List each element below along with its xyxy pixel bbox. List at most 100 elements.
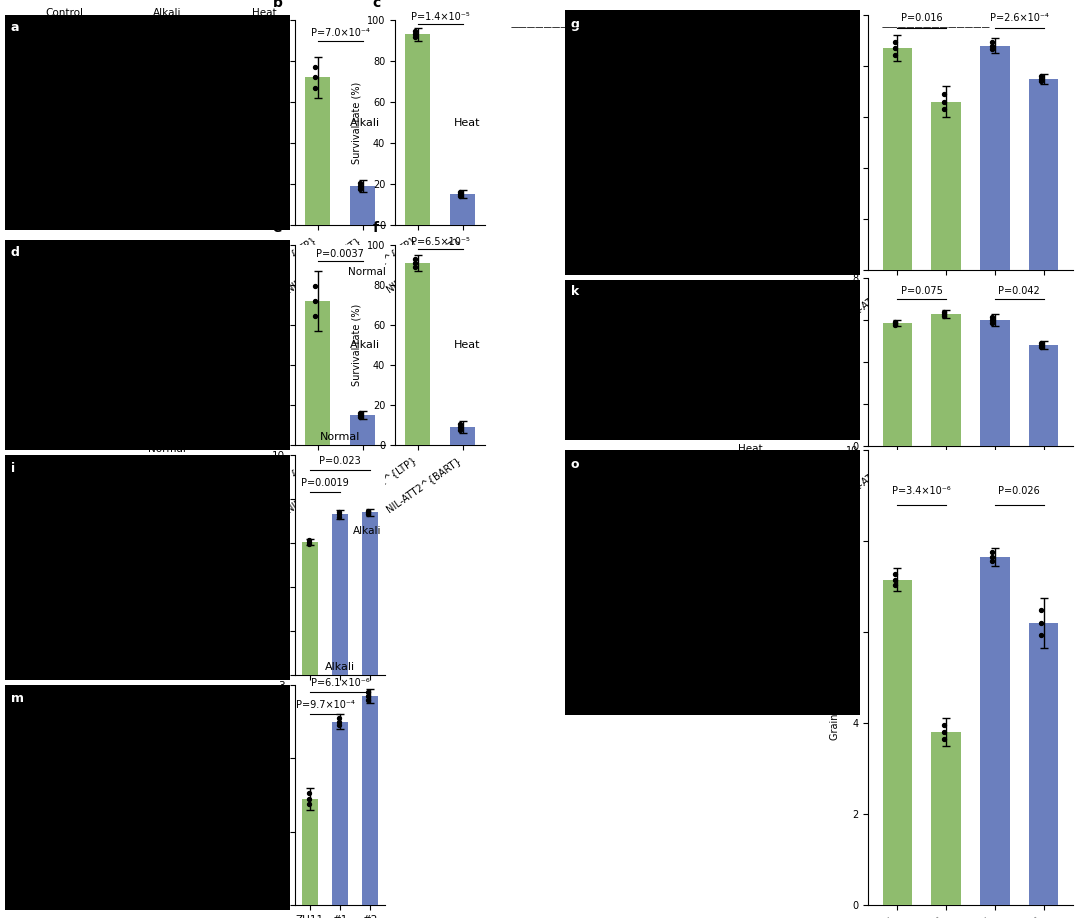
Bar — [350, 415, 375, 445]
Text: i: i — [11, 462, 15, 475]
Text: a: a — [11, 21, 19, 35]
Point — [307, 70, 324, 84]
X-axis label: OE-ATT2: OE-ATT2 — [316, 700, 364, 711]
Point — [307, 294, 324, 308]
Point — [935, 308, 953, 323]
Point — [406, 252, 423, 266]
Point — [935, 304, 953, 319]
Bar — [882, 579, 912, 905]
Text: Heat: Heat — [253, 252, 276, 263]
Text: Alkali: Alkali — [353, 526, 381, 536]
Bar — [981, 320, 1010, 446]
Text: P=3.4×10⁻⁶: P=3.4×10⁻⁶ — [892, 486, 951, 496]
Text: Heat: Heat — [739, 443, 762, 453]
Point — [451, 189, 469, 204]
Text: m: m — [11, 692, 24, 705]
Point — [1032, 340, 1050, 354]
Text: Alkali: Alkali — [737, 252, 765, 263]
Text: Heat: Heat — [253, 7, 276, 17]
Point — [329, 505, 347, 520]
Point — [935, 102, 953, 117]
Y-axis label: Grain yield per plot (t/ha): Grain yield per plot (t/ha) — [831, 615, 840, 740]
Point — [307, 80, 324, 95]
Bar — [301, 799, 319, 905]
Text: b: b — [272, 0, 282, 10]
Point — [887, 40, 904, 55]
Point — [935, 95, 953, 109]
Point — [1032, 628, 1050, 643]
Point — [984, 554, 1001, 569]
Text: Alkali: Alkali — [350, 118, 380, 128]
Text: P=0.042: P=0.042 — [998, 285, 1040, 296]
Text: Alkali: Alkali — [153, 7, 181, 17]
Point — [352, 406, 369, 420]
Y-axis label: Survival rate (%): Survival rate (%) — [351, 82, 362, 163]
Text: P=6.5×10⁻⁵: P=6.5×10⁻⁵ — [410, 237, 470, 247]
Text: p: p — [816, 399, 826, 414]
Point — [406, 24, 423, 39]
Point — [360, 503, 377, 518]
Bar — [882, 48, 912, 270]
Point — [935, 724, 953, 739]
Point — [329, 507, 347, 521]
Point — [406, 27, 423, 41]
Bar — [981, 557, 1010, 905]
Text: Control: Control — [45, 7, 84, 17]
Bar — [931, 732, 961, 905]
Point — [307, 279, 324, 294]
Y-axis label: Survival rate (%): Survival rate (%) — [252, 82, 261, 163]
Y-axis label: Grain yield per plot (t/ha): Grain yield per plot (t/ha) — [837, 300, 847, 424]
Bar — [450, 427, 475, 445]
Bar — [931, 102, 961, 270]
Point — [352, 179, 369, 194]
Point — [935, 86, 953, 101]
Point — [329, 718, 347, 733]
Point — [984, 316, 1001, 330]
Point — [984, 313, 1001, 328]
Bar — [306, 301, 329, 445]
Point — [887, 35, 904, 50]
Point — [984, 550, 1001, 565]
Point — [352, 409, 369, 424]
Point — [451, 185, 469, 199]
Bar — [882, 323, 912, 446]
Point — [1032, 69, 1050, 84]
Point — [307, 308, 324, 323]
Point — [1032, 603, 1050, 618]
Text: —————————————: ————————————— — [882, 23, 990, 32]
Point — [406, 255, 423, 270]
Bar — [931, 314, 961, 446]
Text: Normal: Normal — [148, 443, 187, 453]
Bar — [332, 514, 348, 675]
Point — [984, 42, 1001, 57]
Point — [352, 182, 369, 196]
Text: e: e — [272, 221, 282, 235]
Bar — [1029, 623, 1058, 905]
Point — [300, 536, 318, 551]
Bar — [405, 34, 430, 225]
Point — [329, 509, 347, 524]
Point — [887, 318, 904, 332]
Point — [451, 422, 469, 437]
Point — [1032, 338, 1050, 353]
Text: Normal: Normal — [348, 267, 387, 277]
Point — [984, 545, 1001, 560]
Bar — [1029, 79, 1058, 270]
Point — [360, 685, 377, 700]
Bar — [450, 195, 475, 225]
Y-axis label: Grain yield per plot (t/ha): Grain yield per plot (t/ha) — [257, 503, 267, 627]
Text: P=0.026: P=0.026 — [998, 486, 1040, 496]
Text: Alkali: Alkali — [325, 662, 355, 672]
Y-axis label: Grain yield per plot (t/ha): Grain yield per plot (t/ha) — [831, 80, 840, 205]
Point — [935, 307, 953, 321]
Point — [300, 797, 318, 812]
Text: Alkali: Alkali — [350, 340, 380, 350]
Point — [360, 688, 377, 703]
Point — [1032, 616, 1050, 631]
Point — [451, 417, 469, 431]
Bar — [981, 46, 1010, 270]
Point — [406, 30, 423, 45]
Point — [887, 316, 904, 330]
Bar — [1029, 345, 1058, 446]
Point — [984, 39, 1001, 53]
